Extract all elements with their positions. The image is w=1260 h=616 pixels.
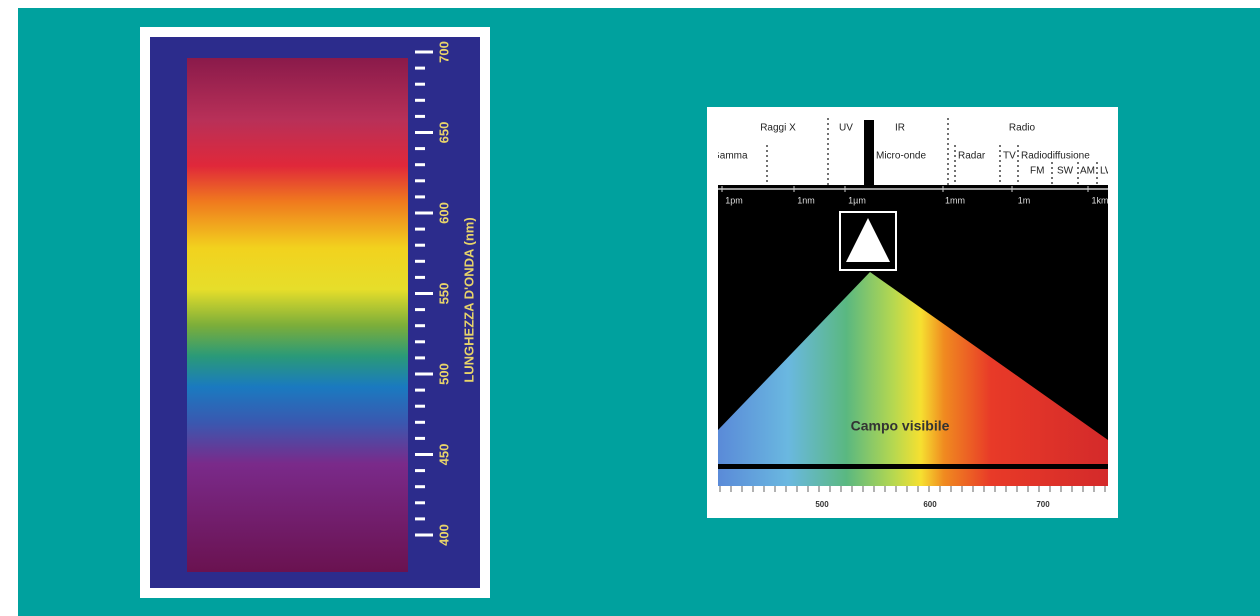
band-label: Raggi X (760, 123, 796, 134)
spectrum (187, 58, 408, 572)
sub-band-label: TV (1003, 151, 1016, 162)
em-diagram: Raggi X UV IR Radio Gamma Micro-onde Rad… (712, 118, 1115, 515)
scale-label: 1pm (725, 195, 743, 205)
sub-band-label: FM (1030, 166, 1044, 177)
scale-label: 1m (1018, 195, 1031, 205)
scale-label: 1nm (797, 195, 815, 205)
tick-label: 450 (436, 444, 451, 466)
tick-label: 500 (436, 363, 451, 385)
visible-fan (718, 272, 1108, 470)
axis-label: LUNGHEZZA D'ONDA (nm) (461, 217, 476, 382)
scale-label: 600 (923, 500, 937, 509)
visible-label: Campo visibile (851, 418, 950, 434)
scale-label: 1km (1091, 195, 1108, 205)
sub-band-label: LW (1100, 166, 1115, 177)
tick-label: 400 (436, 524, 451, 546)
sub-band-label: Micro-onde (876, 151, 926, 162)
band-label: IR (895, 123, 905, 134)
sub-band-label: SW (1057, 166, 1074, 177)
band-label: UV (839, 123, 853, 134)
scale-label: 700 (1036, 500, 1050, 509)
sub-band-label: Radiodiffusione (1021, 151, 1090, 162)
scale-label: 1mm (945, 195, 965, 205)
sub-band-label: Radar (958, 151, 986, 162)
scale-label: 500 (815, 500, 829, 509)
sub-band-label: Gamma (712, 151, 748, 162)
tick-label: 700 (436, 41, 451, 63)
tick-label: 550 (436, 283, 451, 305)
sub-band-label: AM (1080, 166, 1095, 177)
band-label: Radio (1009, 123, 1036, 134)
scale-label: 1µm (848, 195, 866, 205)
tick-label: 650 (436, 122, 451, 144)
tick-label: 600 (436, 202, 451, 224)
